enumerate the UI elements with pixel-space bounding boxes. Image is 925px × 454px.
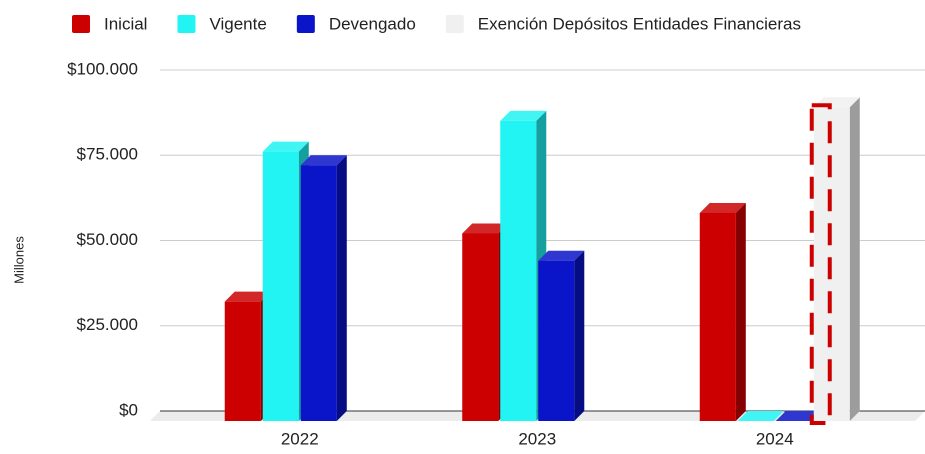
bar-side [735,202,746,421]
bar-top [224,291,271,302]
bar-side-shade [735,202,746,421]
bar-top [462,223,509,234]
legend-swatch [72,15,90,33]
bar [300,165,337,421]
bar-side [849,97,860,421]
x-tick-label: 2022 [281,429,319,448]
legend-swatch [445,15,464,33]
bar-top [737,411,784,421]
bar-side [336,155,347,421]
bar-group [737,411,784,421]
bar [538,260,575,421]
y-tick-label: $50.000 [77,230,138,249]
bar-top-shade [500,110,547,121]
bar-top [500,110,547,121]
bar-top-shade [300,155,347,166]
legend-label: Inicial [104,14,147,33]
bar [462,233,499,421]
bar [262,151,299,422]
legend-label: Vigente [209,14,266,33]
bar-side [574,250,585,421]
bar-outline [809,103,832,425]
bar-group [538,250,585,421]
bar-top [262,141,309,152]
y-tick-label: $0 [119,400,138,419]
x-tick-label: 2023 [518,429,556,448]
bar-group [809,97,860,425]
bar-top [538,250,585,261]
bar-top-shade [737,411,784,421]
bar-group [300,155,347,421]
bar-top-shade [462,223,509,234]
bar [699,212,736,421]
x-tick-label: 2024 [756,429,794,448]
bar-side-shade [574,250,585,421]
bar-top-shade [699,202,746,213]
y-tick-label: $75.000 [77,145,138,164]
bar-top-shade [224,291,271,302]
y-tick-label: $100.000 [67,59,138,78]
bar-side-shade [849,97,860,421]
legend-swatch [296,15,315,33]
bar-top-shade [262,141,309,152]
bar-side-shade [336,155,347,421]
bar [224,301,261,421]
y-axis-label: Millones [11,236,26,284]
legend-label: Devengado [329,14,416,33]
bar [500,120,537,422]
y-tick-label: $25.000 [77,315,138,334]
bar-top [699,202,746,213]
bar-top-shade [538,250,585,261]
legend-label: Exención Depósitos Entidades Financieras [478,14,801,33]
bar-group [699,202,746,421]
bar-top [300,155,347,166]
legend-swatch [177,15,196,33]
